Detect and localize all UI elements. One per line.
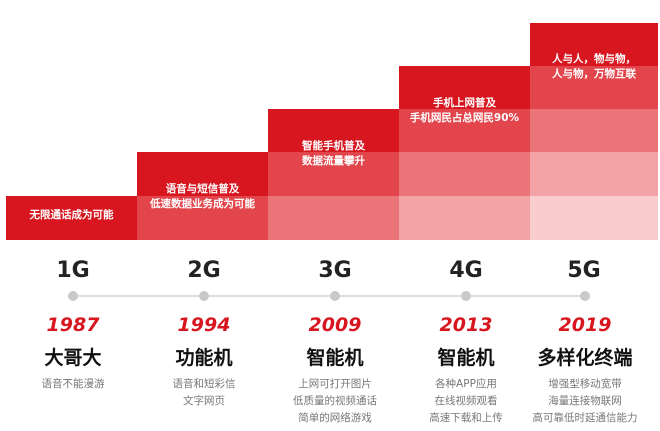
step-caption-line: 无限通话成为可能 <box>29 209 114 221</box>
year-2019: 2019 <box>558 314 612 336</box>
staircase-block <box>399 66 530 109</box>
description-1g: 语音不能漫游 <box>3 376 143 393</box>
timeline-dot <box>330 291 340 301</box>
step-caption-line: 智能手机普及 <box>302 140 365 152</box>
staircase-block <box>6 196 137 240</box>
step-caption-line: 低速数据业务成为可能 <box>150 198 255 210</box>
description-line: 增强型移动宽带 <box>548 378 622 390</box>
device-4g: 智能机 <box>437 347 495 369</box>
step-caption-line: 手机上网普及 <box>433 97 496 109</box>
step-caption-4g: 手机上网普及 手机网民占总网民90% <box>399 96 530 126</box>
device-2g: 功能机 <box>175 347 233 369</box>
staircase-block <box>530 152 658 196</box>
staircase-block <box>530 66 658 109</box>
staircase-block <box>399 196 530 240</box>
timeline-dot <box>199 291 209 301</box>
step-caption-line: 人与物，万物互联 <box>552 68 636 80</box>
staircase-graphic <box>6 23 658 240</box>
description-line: 高可靠低时延通信能力 <box>532 412 638 424</box>
timeline-dot <box>461 291 471 301</box>
timeline-dot <box>580 291 590 301</box>
step-caption-line: 语音与短信普及 <box>165 183 240 195</box>
generation-label-4g: 4G <box>449 258 483 283</box>
year-2009: 2009 <box>308 314 362 336</box>
description-line: 文字网页 <box>183 395 225 407</box>
generation-label-2g: 2G <box>187 258 221 283</box>
step-caption-line: 人与人，物与物， <box>552 53 636 65</box>
description-line: 语音不能漫游 <box>41 378 105 390</box>
step-caption-1g: 无限通话成为可能 <box>6 208 137 223</box>
generation-label-1g: 1G <box>56 258 90 283</box>
description-3g: 上网可打开图片 低质量的视频通话 简单的网络游戏 <box>265 376 405 427</box>
staircase-block <box>268 152 399 196</box>
device-3g: 智能机 <box>306 347 364 369</box>
staircase-block <box>399 152 530 196</box>
description-2g: 语音和短彩信 文字网页 <box>134 376 274 410</box>
staircase-block <box>399 109 530 152</box>
description-line: 海量连接物联网 <box>548 395 622 407</box>
staircase-block <box>530 109 658 152</box>
step-caption-line: 数据流量攀升 <box>302 155 365 167</box>
step-caption-line: 手机网民占总网民90% <box>409 112 520 124</box>
staircase-block <box>530 196 658 240</box>
device-1g: 大哥大 <box>44 347 102 369</box>
step-caption-2g: 语音与短信普及 低速数据业务成为可能 <box>137 182 268 212</box>
staircase-block <box>268 196 399 240</box>
staircase-block <box>530 23 658 66</box>
step-caption-3g: 智能手机普及 数据流量攀升 <box>268 139 399 169</box>
year-2013: 2013 <box>439 314 493 336</box>
description-line: 简单的网络游戏 <box>298 412 372 424</box>
staircase-block <box>137 196 268 240</box>
description-line: 上网可打开图片 <box>298 378 372 390</box>
step-caption-5g: 人与人，物与物， 人与物，万物互联 <box>530 52 658 82</box>
description-line: 语音和短彩信 <box>172 378 236 390</box>
description-4g: 各种APP应用 在线视频观看 高速下载和上传 <box>396 376 536 427</box>
staircase-block <box>137 152 268 196</box>
description-line: 高速下载和上传 <box>429 412 503 424</box>
generation-label-5g: 5G <box>567 258 601 283</box>
year-1987: 1987 <box>46 314 100 336</box>
year-1994: 1994 <box>177 314 231 336</box>
staircase-block <box>268 109 399 152</box>
device-5g: 多样化终端 <box>537 347 633 369</box>
description-line: 低质量的视频通话 <box>293 395 377 407</box>
generation-label-3g: 3G <box>318 258 352 283</box>
description-line: 各种APP应用 <box>435 378 497 390</box>
timeline-dot <box>68 291 78 301</box>
description-5g: 增强型移动宽带 海量连接物联网 高可靠低时延通信能力 <box>515 376 655 427</box>
description-line: 在线视频观看 <box>434 395 498 407</box>
